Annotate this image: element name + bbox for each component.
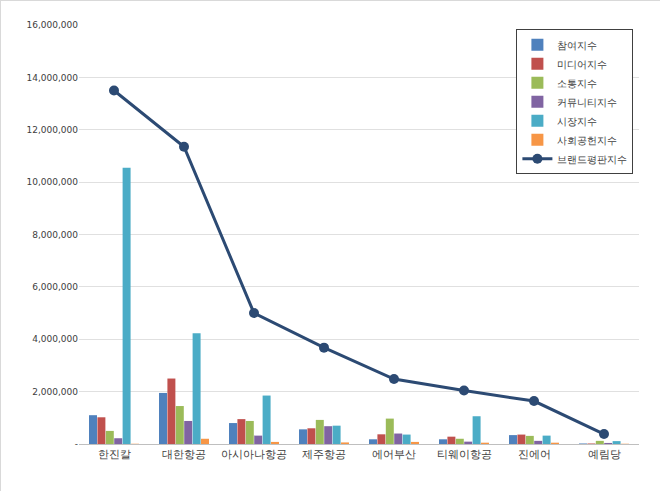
svg-text:소통지수: 소통지수	[557, 78, 597, 89]
svg-text:예림당: 예림당	[588, 448, 621, 461]
svg-text:대한항공: 대한항공	[162, 448, 206, 461]
svg-text:진에어: 진에어	[518, 448, 551, 461]
svg-text:브랜드평판지수: 브랜드평판지수	[557, 154, 627, 165]
svg-text:2,000,000: 2,000,000	[32, 387, 78, 397]
svg-text:12,000,000: 12,000,000	[26, 125, 78, 135]
svg-text:시장지수: 시장지수	[557, 116, 597, 127]
svg-text:6,000,000: 6,000,000	[32, 282, 78, 292]
svg-text:-: -	[75, 439, 78, 449]
svg-text:8,000,000: 8,000,000	[32, 230, 78, 240]
svg-text:4,000,000: 4,000,000	[32, 334, 78, 344]
svg-text:아시아나항공: 아시아나항공	[221, 448, 287, 461]
svg-text:10,000,000: 10,000,000	[26, 177, 78, 187]
svg-text:에어부산: 에어부산	[372, 448, 416, 461]
svg-text:미디어지수: 미디어지수	[557, 59, 607, 70]
svg-text:14,000,000: 14,000,000	[26, 73, 78, 83]
svg-text:티웨이항공: 티웨이항공	[437, 448, 492, 461]
svg-text:제주항공: 제주항공	[302, 448, 346, 461]
svg-text:16,000,000: 16,000,000	[26, 20, 78, 30]
svg-text:참여지수: 참여지수	[557, 40, 597, 51]
svg-text:커뮤니티지수: 커뮤니티지수	[557, 97, 617, 108]
svg-text:한진칼: 한진칼	[98, 448, 131, 461]
svg-text:사회공헌지수: 사회공헌지수	[557, 135, 617, 146]
